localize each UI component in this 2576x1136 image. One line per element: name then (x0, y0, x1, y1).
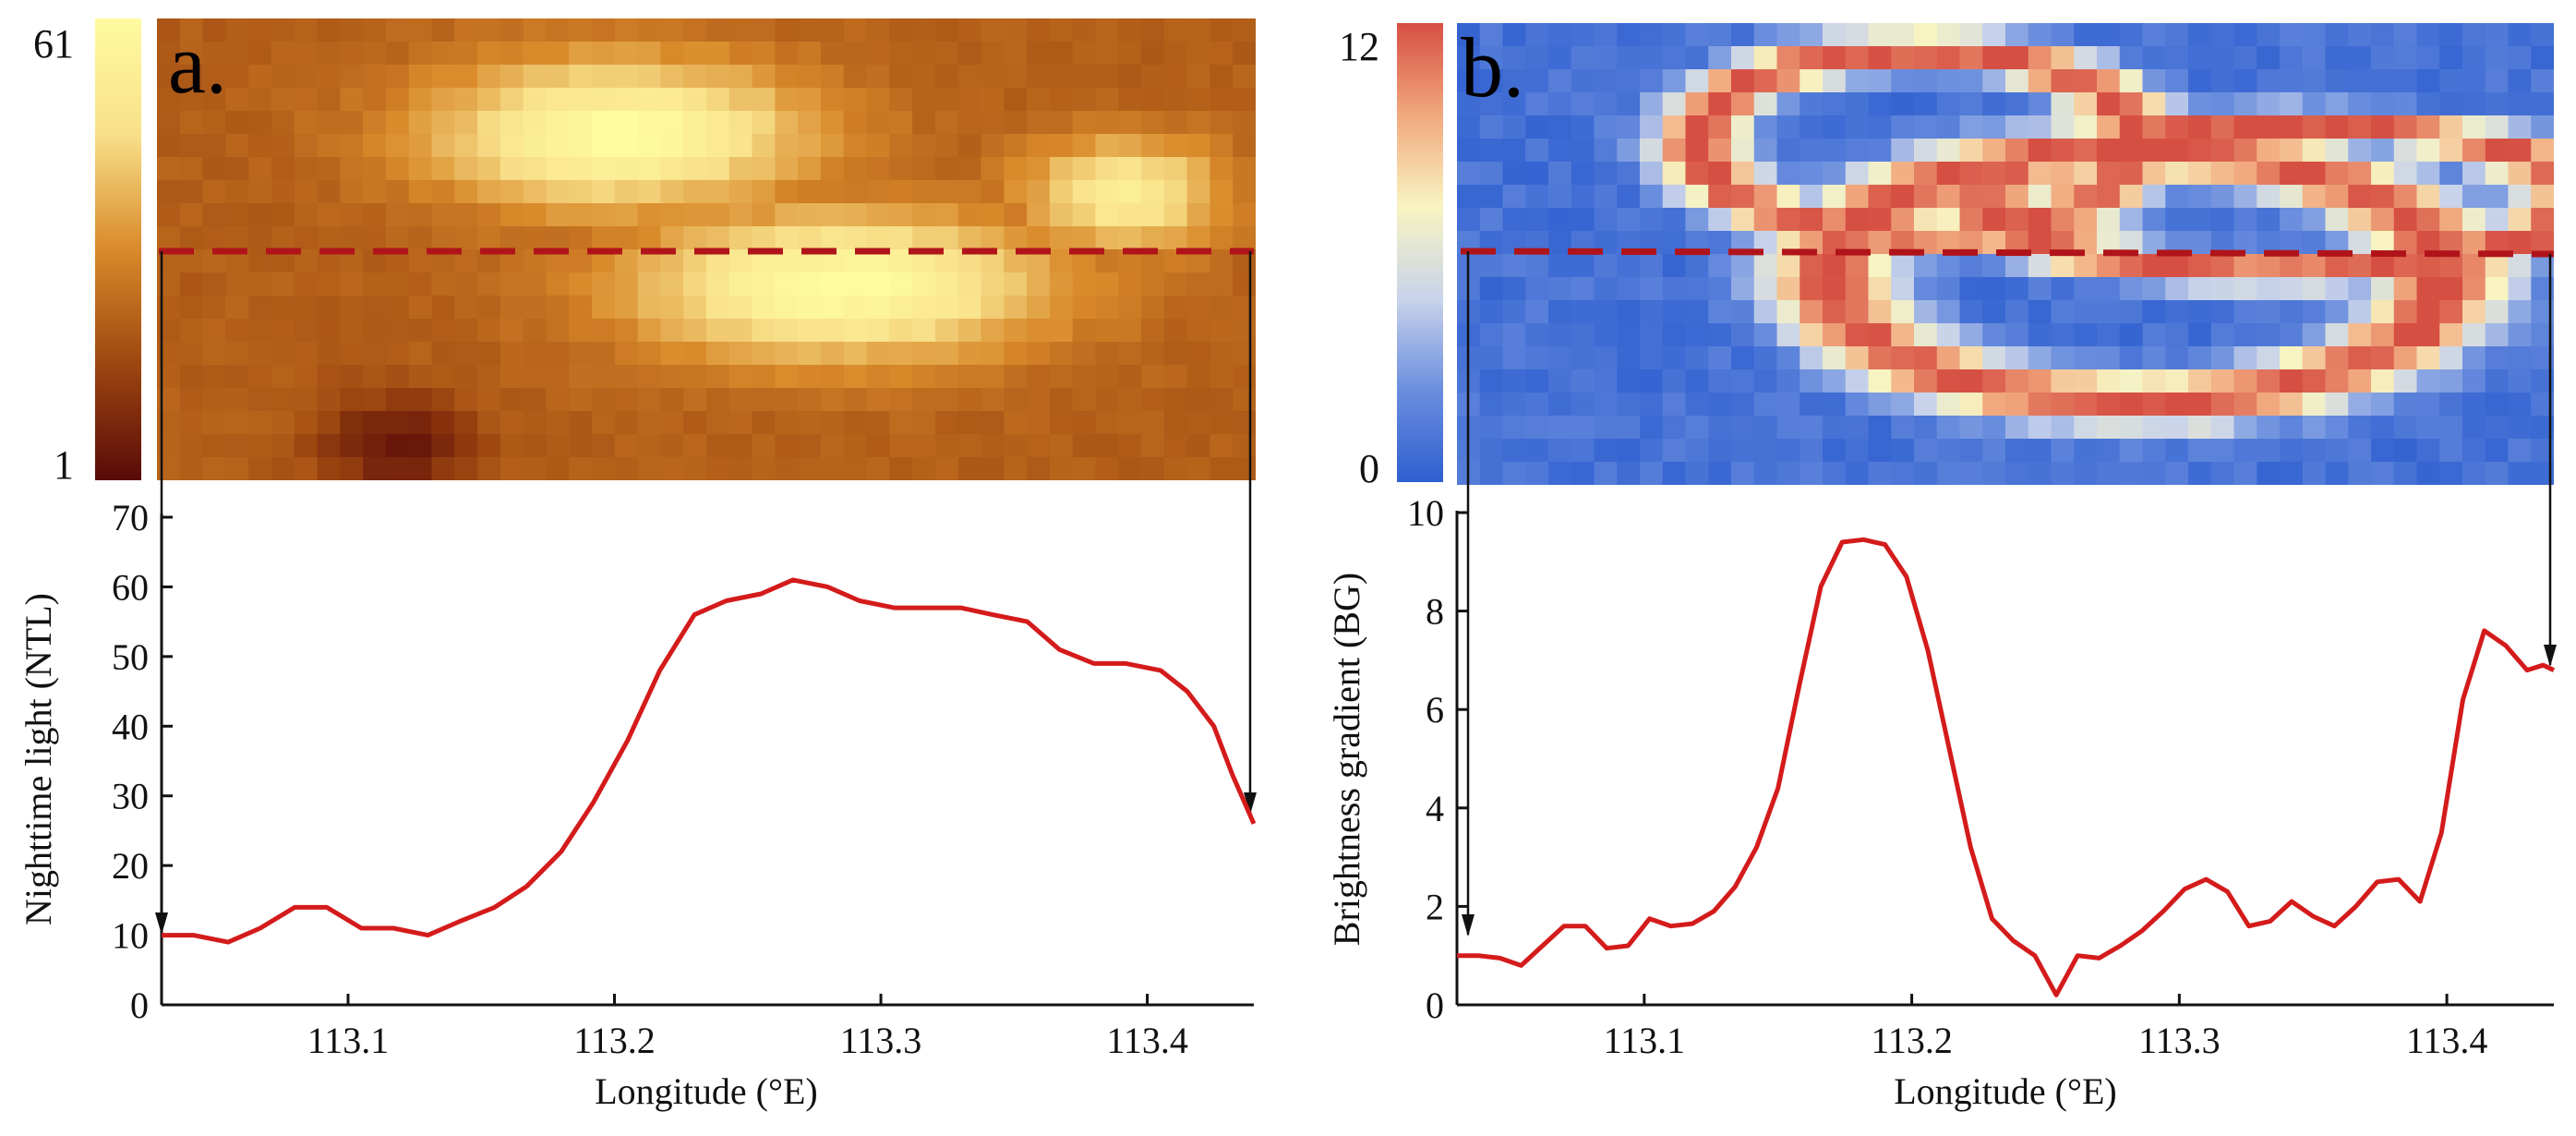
x-tick-label: 113.2 (573, 1020, 656, 1061)
y-ticks-a: 0 10 20 30 40 50 60 70 (112, 497, 173, 1026)
x-ticks-b: 113.1 113.2 113.3 113.4 (1604, 994, 2488, 1061)
x-axis-title-a: Longitude (°E) (595, 1070, 817, 1112)
colorbar-a (95, 18, 141, 480)
colorbar-b (1397, 23, 1443, 482)
colorbar-b-max-label: 12 (1339, 24, 1379, 69)
series-line-b (1457, 537, 2556, 997)
y-tick-label: 6 (1426, 689, 1444, 731)
y-tick-label: 50 (112, 636, 149, 678)
y-tick-label: 8 (1426, 591, 1444, 633)
y-axis-title-a: Nighttime light (NTL) (18, 593, 59, 925)
y-axis-title-b: Brightness gradient (BG) (1326, 573, 1367, 946)
y-tick-label: 0 (130, 985, 149, 1026)
plot-a: 0 10 20 30 40 50 60 70 113.1 113.2 113.3 113.4 Lon… (18, 497, 1257, 1112)
y-tick-label: 0 (1426, 985, 1444, 1026)
guide-arrows-b (1462, 251, 2557, 937)
x-axis-title-b: Longitude (°E) (1894, 1070, 2116, 1112)
y-tick-label: 10 (112, 915, 149, 957)
y-tick-label: 60 (112, 566, 149, 608)
x-tick-label: 113.1 (307, 1020, 390, 1061)
colorbar-a-max-label: 61 (33, 21, 74, 66)
panel-b: 12 0 b. 0 2 4 6 8 10 113.1 113.2 113.3 113.4 Lon… (1326, 20, 2557, 1112)
profile-line-b (1460, 248, 2555, 258)
x-ticks-a: 113.1 113.2 113.3 113.4 (307, 994, 1188, 1061)
y-tick-label: 2 (1426, 886, 1444, 927)
plot-b: 0 2 4 6 8 10 113.1 113.2 113.3 113.4 Longitude (… (1326, 492, 2556, 1112)
y-tick-label: 20 (112, 845, 149, 887)
x-tick-label: 113.1 (1604, 1020, 1686, 1061)
heatmap-b (1457, 23, 2554, 485)
panel-letter-a: a. (168, 17, 227, 111)
y-tick-label: 40 (112, 706, 149, 747)
heatmap-a (157, 18, 1256, 480)
x-tick-label: 113.4 (2406, 1020, 2488, 1061)
y-tick-label: 4 (1426, 788, 1444, 829)
y-tick-label: 30 (112, 776, 149, 817)
x-tick-label: 113.2 (1871, 1020, 1953, 1061)
series-line-a (162, 577, 1257, 945)
y-tick-label: 70 (112, 497, 149, 538)
x-tick-label: 113.3 (840, 1020, 922, 1061)
colorbar-b-min-label: 0 (1359, 446, 1379, 491)
y-tick-label: 10 (1407, 492, 1444, 534)
colorbar-a-min-label: 1 (54, 442, 74, 488)
x-tick-label: 113.3 (2138, 1020, 2221, 1061)
x-tick-label: 113.4 (1106, 1020, 1188, 1061)
y-ticks-b: 0 2 4 6 8 10 (1407, 492, 1468, 1026)
panel-letter-b: b. (1461, 20, 1524, 115)
